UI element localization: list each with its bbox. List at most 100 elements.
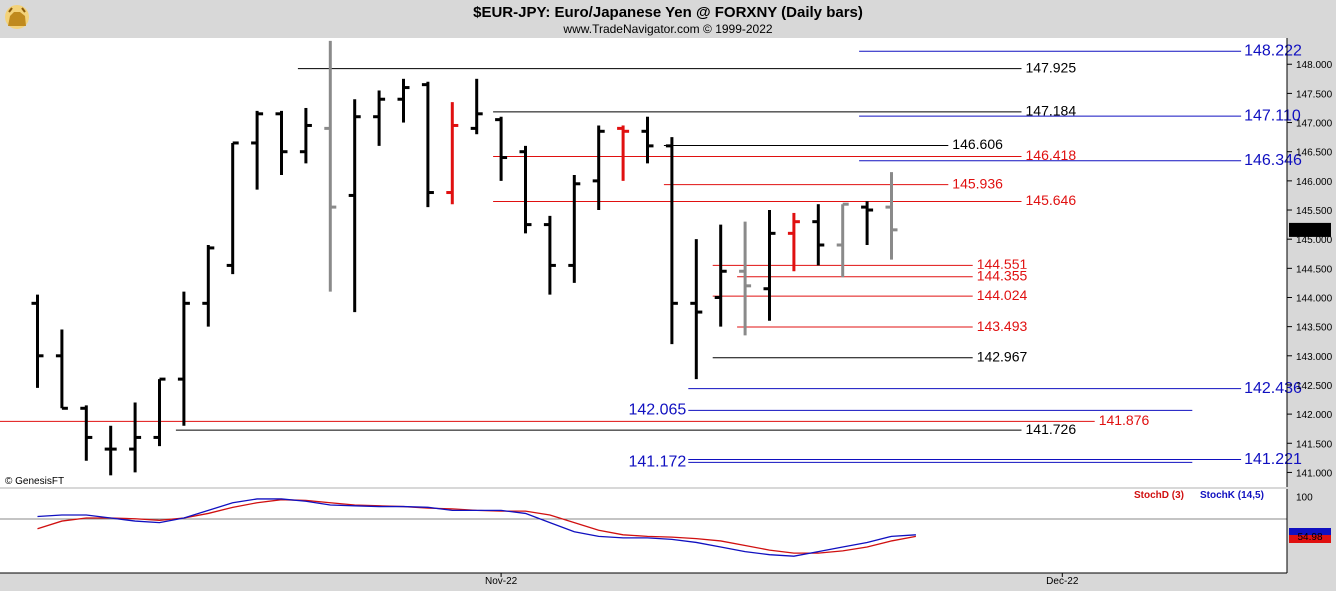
stochastic-plot-area bbox=[0, 489, 1287, 573]
level-label-bg bbox=[950, 137, 1005, 154]
last-price-marker: 145.159 bbox=[1289, 222, 1331, 237]
price-tick-label: 144.500 bbox=[1296, 264, 1333, 275]
level-label-bg bbox=[974, 319, 1029, 336]
price-tick-label: 146.500 bbox=[1296, 148, 1333, 159]
price-tick-label: 145.500 bbox=[1296, 206, 1333, 217]
ohlc-bar bbox=[543, 215, 556, 295]
level-label-bg bbox=[974, 268, 1029, 285]
ohlc-bar bbox=[299, 107, 312, 164]
last-price-label: 145.159 bbox=[1292, 226, 1329, 237]
ohlc-bar bbox=[31, 294, 44, 388]
ohlc-bar bbox=[617, 125, 630, 181]
logo bbox=[5, 5, 29, 29]
ohlc-bar bbox=[80, 405, 93, 461]
level-label-bg bbox=[630, 401, 687, 419]
ohlc-bar bbox=[861, 201, 874, 246]
level-label: 146.346 bbox=[1244, 152, 1302, 169]
credit-text: © GenesisFT bbox=[5, 476, 64, 487]
price-bars bbox=[31, 40, 898, 476]
ohlc-bar bbox=[226, 141, 239, 275]
level-label-bg bbox=[974, 288, 1029, 305]
ohlc-bar bbox=[739, 221, 752, 336]
level-label: 142.065 bbox=[628, 402, 686, 419]
price-tick-label: 142.500 bbox=[1296, 381, 1333, 392]
date-tick-label: Dec-22 bbox=[1046, 576, 1079, 587]
date-axis: Nov-22 Dec-22 bbox=[0, 572, 1287, 587]
level-label-bg bbox=[1096, 413, 1151, 430]
level-label: 141.221 bbox=[1244, 451, 1302, 468]
price-tick-label: 144.000 bbox=[1296, 293, 1333, 304]
price-tick-label: 141.500 bbox=[1296, 439, 1333, 450]
ohlc-bar bbox=[373, 90, 386, 146]
level-label: 145.936 bbox=[952, 175, 1003, 191]
level-label-bg bbox=[1023, 193, 1078, 210]
level-label: 146.418 bbox=[1026, 147, 1077, 163]
price-tick-label: 147.000 bbox=[1296, 119, 1333, 130]
price-tick-label: 143.500 bbox=[1296, 323, 1333, 334]
ohlc-bar bbox=[787, 212, 800, 272]
price-tick-label: 146.000 bbox=[1296, 177, 1333, 188]
ohlc-bar bbox=[104, 425, 117, 476]
level-label: 143.493 bbox=[977, 318, 1028, 334]
last-stoch-marker: 54.98 bbox=[1289, 528, 1331, 543]
ohlc-bar bbox=[177, 291, 190, 426]
ohlc-bar bbox=[324, 40, 337, 292]
ohlc-bar bbox=[251, 110, 264, 190]
ohlc-bar bbox=[153, 377, 166, 447]
ohlc-bar bbox=[641, 116, 654, 164]
ohlc-bar bbox=[592, 125, 605, 211]
ohlc-bar bbox=[690, 239, 703, 380]
ohlc-bar bbox=[812, 204, 825, 266]
ohlc-bar bbox=[495, 116, 508, 181]
level-label: 144.024 bbox=[977, 287, 1028, 303]
level-label: 144.355 bbox=[977, 267, 1028, 283]
date-tick-label: Nov-22 bbox=[485, 576, 518, 587]
chart-subtitle: www.TradeNavigator.com © 1999-2022 bbox=[562, 22, 772, 36]
level-label: 147.110 bbox=[1244, 107, 1301, 124]
price-axis: 141.000 141.500 142.000 142.500 143.000 143.5… bbox=[1286, 38, 1333, 487]
ohlc-bar bbox=[519, 145, 532, 234]
level-label: 141.172 bbox=[628, 454, 686, 471]
level-label-bg bbox=[1023, 422, 1078, 439]
price-plot-area bbox=[0, 38, 1287, 487]
level-label: 146.606 bbox=[952, 136, 1003, 152]
level-label: 141.876 bbox=[1099, 412, 1150, 428]
chart-title: $EUR-JPY: Euro/Japanese Yen @ FORXNY (Da… bbox=[473, 4, 863, 21]
ohlc-bar bbox=[470, 78, 483, 135]
ohlc-bar bbox=[129, 402, 142, 473]
level-label: 142.967 bbox=[977, 348, 1028, 364]
price-tick-label: 141.000 bbox=[1296, 468, 1333, 479]
stochk-line bbox=[37, 498, 916, 557]
price-tick-label: 145.000 bbox=[1296, 235, 1333, 246]
ohlc-bar bbox=[714, 224, 727, 327]
ohlc-bar bbox=[446, 102, 459, 205]
ohlc-bar bbox=[275, 110, 288, 176]
stoch-tick-label: 100 bbox=[1296, 493, 1313, 504]
price-tick-label: 148.000 bbox=[1296, 60, 1333, 71]
legend-stochk: StochK (14,5) bbox=[1200, 490, 1264, 501]
level-label-bg bbox=[950, 176, 1005, 193]
level-label: 147.184 bbox=[1026, 103, 1077, 119]
ohlc-bar bbox=[55, 329, 68, 410]
price-tick-label: 142.000 bbox=[1296, 410, 1333, 421]
ohlc-bar bbox=[421, 81, 434, 208]
ohlc-bar bbox=[836, 202, 849, 278]
ohlc-bar bbox=[397, 78, 410, 123]
price-levels: 148.222 147.925 147.184 147.110 146.606 146.4… bbox=[0, 43, 1302, 471]
last-stoch-label: 54.98 bbox=[1297, 532, 1322, 543]
ohlc-bar bbox=[885, 172, 898, 260]
ohlc-bar bbox=[348, 99, 361, 313]
level-label: 148.222 bbox=[1244, 43, 1302, 60]
level-label-bg bbox=[974, 349, 1029, 366]
price-tick-label: 147.500 bbox=[1296, 89, 1333, 100]
level-label-bg bbox=[1023, 60, 1078, 77]
ohlc-bar bbox=[665, 137, 678, 345]
ohlc-bar bbox=[202, 245, 215, 327]
level-label: 145.646 bbox=[1026, 192, 1077, 208]
stochastic-lines bbox=[0, 498, 1287, 557]
golden-bull-icon bbox=[5, 5, 29, 29]
level-label: 141.726 bbox=[1026, 421, 1077, 437]
level-label: 142.436 bbox=[1244, 380, 1302, 397]
level-label-bg bbox=[630, 453, 687, 471]
